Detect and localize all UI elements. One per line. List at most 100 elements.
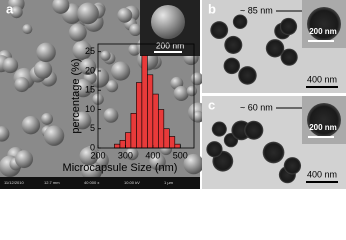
inset-particle (307, 103, 341, 137)
bar (136, 82, 143, 149)
particle (111, 61, 131, 81)
scale-bar (306, 181, 338, 183)
particle (21, 115, 41, 135)
x-axis-title: Microcapsule Size (nm) (63, 162, 178, 174)
shell-label: ~ 60 nm (240, 102, 273, 112)
particle (52, 0, 70, 14)
particle (117, 7, 133, 23)
scale-bar (154, 51, 182, 53)
scale-label: 200 nm (156, 40, 184, 50)
info-bar (0, 177, 200, 189)
particle (43, 125, 65, 146)
scale-bar (308, 136, 334, 138)
particle (173, 85, 189, 102)
y-tick-label: 25 (85, 46, 95, 56)
particle (224, 35, 243, 54)
particle (206, 141, 223, 158)
y-tick-label: 20 (85, 65, 95, 75)
particle (72, 40, 92, 61)
particle (68, 23, 87, 42)
particle (14, 77, 30, 93)
particle (77, 2, 99, 25)
tem-particles (206, 120, 302, 184)
particle (279, 17, 298, 36)
x-tick-label: 200 (90, 150, 105, 160)
figure: 11/12/2010 12.7 mm 40 000 x 10.00 kV 1 µm a … (0, 0, 346, 189)
info-item: 12.7 mm (44, 180, 60, 185)
particle (280, 48, 298, 66)
particle (81, 160, 102, 182)
tem-particles (210, 14, 298, 85)
particle (283, 157, 302, 175)
bar (141, 55, 148, 149)
x-tick-label: 300 (118, 150, 133, 160)
bar (114, 143, 121, 149)
particle (33, 60, 53, 79)
bar (119, 139, 126, 149)
particle (211, 121, 227, 137)
bar (152, 93, 159, 149)
bar (163, 128, 170, 149)
y-tick-label: 0 (90, 142, 95, 152)
info-item: 11/12/2010 (4, 180, 24, 185)
shell-label: ~ 85 nm (240, 5, 273, 15)
bar (130, 113, 137, 149)
particle (2, 57, 19, 74)
panel-label: c (208, 97, 215, 112)
particle (223, 57, 241, 75)
particle (186, 85, 198, 97)
scale-label: 400 nm (307, 74, 337, 84)
particle (238, 66, 257, 85)
particle (36, 42, 56, 63)
particle (129, 23, 142, 37)
bar (147, 74, 154, 149)
x-tick-label: 400 (145, 150, 160, 160)
info-text: 11/12/2010 12.7 mm 40 000 x 10.00 kV 1 µm (4, 180, 174, 185)
particle (125, 147, 139, 161)
info-item: 40 000 x (84, 180, 99, 185)
particle (103, 108, 119, 123)
particle (22, 24, 33, 35)
scale-label: 400 nm (307, 169, 337, 179)
inset-particle (151, 5, 185, 39)
scale-label: 200 nm (309, 27, 337, 36)
particle (262, 141, 285, 164)
y-tick-label: 10 (85, 104, 95, 114)
particle (41, 112, 53, 125)
scale-bar (306, 86, 338, 88)
particle (232, 14, 248, 29)
y-tick-label: 5 (90, 123, 95, 133)
scale-bar (308, 40, 334, 42)
axes-frame (97, 43, 195, 149)
particle (79, 146, 99, 166)
particle (15, 150, 34, 169)
info-item: 1 µm (164, 180, 174, 185)
scale-label: 200 nm (309, 123, 337, 132)
particle (244, 120, 264, 140)
panel-label: b (208, 1, 216, 16)
panel-label: a (6, 1, 14, 16)
particle (73, 78, 93, 98)
info-item: 10.00 kV (124, 180, 140, 185)
particle (183, 153, 204, 175)
bar (125, 132, 132, 149)
particle (100, 50, 111, 61)
particle (10, 5, 23, 19)
bar (174, 143, 181, 149)
x-tick-label: 500 (173, 150, 188, 160)
particle (73, 111, 92, 130)
y-axis-title: percentage (%) (70, 58, 82, 133)
bar (158, 109, 165, 149)
sem-particles (0, 0, 208, 182)
particle (79, 58, 97, 76)
particle (190, 72, 204, 86)
particle (0, 126, 10, 142)
histogram: 0 5 10 15 20 25 200 300 400 500 Microcapsule Size … (63, 43, 195, 174)
inset-particle (307, 7, 341, 41)
y-tick-label: 15 (85, 85, 95, 95)
bar (169, 136, 176, 149)
particle (106, 80, 119, 93)
particle (192, 110, 205, 123)
particle (149, 153, 166, 171)
particle (265, 39, 285, 58)
